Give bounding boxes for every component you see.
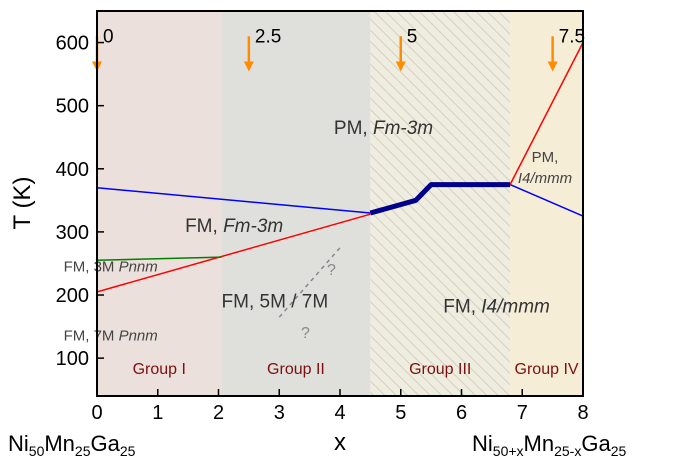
phase-label-fm-7m: FM, 7M Pnnm xyxy=(64,327,158,344)
x-tick-label-8: 8 xyxy=(577,402,588,424)
y-tick-label-400: 400 xyxy=(56,159,89,181)
y-tick-label-600: 600 xyxy=(56,33,89,55)
composition-arrowhead-2 xyxy=(243,61,254,72)
phase-line-2 xyxy=(509,183,583,217)
region-group-2 xyxy=(221,11,371,396)
x-tick-label-4: 4 xyxy=(334,402,345,424)
axis-ticks: 0 1 2 3 4 5 6 7 8 100 200 300 400 500 600 xyxy=(56,33,589,424)
phase-label-fm-5m7m: FM, 5M / 7M xyxy=(222,292,329,313)
y-tick-label-100: 100 xyxy=(56,348,89,370)
phase-lines xyxy=(97,42,583,318)
question-mark-upper: ? xyxy=(327,262,336,279)
pm-tetragonal-label-line2: I4/mmm xyxy=(518,170,572,187)
group-label-3: Group III xyxy=(409,361,471,378)
group-label-4: Group IV xyxy=(515,361,579,378)
composition-label-4: 7.5 xyxy=(559,27,585,48)
x-tick-label-6: 6 xyxy=(456,402,467,424)
phase-label-fm-cubic: FM, Fm-3m xyxy=(185,216,283,237)
y-axis-title: T (K) xyxy=(9,177,36,230)
y-tick-label-300: 300 xyxy=(56,222,89,244)
y-tick-label-500: 500 xyxy=(56,96,89,118)
x-tick-label-7: 7 xyxy=(517,402,528,424)
x-tick-label-2: 2 xyxy=(213,402,224,424)
composition-arrowhead-4 xyxy=(547,61,558,72)
group-label-2: Group II xyxy=(267,361,325,378)
phase-line-5 xyxy=(97,256,222,262)
composition-label-1: 0 xyxy=(103,27,114,48)
group-label-1: Group I xyxy=(133,361,186,378)
phase-line-6 xyxy=(369,182,511,216)
x-tick-label-0: 0 xyxy=(91,402,102,424)
region-group-3 xyxy=(370,11,511,396)
composition-arrowhead-3 xyxy=(395,61,406,72)
phase-line-3 xyxy=(97,213,371,293)
region-group-1 xyxy=(97,11,222,396)
y-tick-label-200: 200 xyxy=(56,285,89,307)
x-tick-label-3: 3 xyxy=(274,402,285,424)
x-tick-label-1: 1 xyxy=(152,402,163,424)
x-tick-label-5: 5 xyxy=(395,402,406,424)
composition-label-2: 2.5 xyxy=(255,27,281,48)
group-regions xyxy=(97,11,583,396)
region-group-4 xyxy=(510,11,583,396)
question-mark-lower: ? xyxy=(301,325,310,342)
phase-label-fm-tetra: FM, I4/mmm xyxy=(443,297,550,318)
phase-label-fm-3m: FM, 3M Pnnm xyxy=(64,259,158,276)
left-compound-label: Ni50Mn25Ga25 xyxy=(8,431,136,459)
right-compound-label: Ni50+xMn25-xGa25 xyxy=(472,431,626,459)
phase-label-pm-cubic: PM, Fm-3m xyxy=(334,118,433,139)
composition-label-3: 5 xyxy=(407,27,418,48)
plot-annotations: Group I Group II Group III Group IV 0 2.5 5 7.5… xyxy=(64,27,585,378)
x-axis-title: x xyxy=(334,429,346,456)
pm-tetragonal-label-line1: PM, xyxy=(532,149,559,166)
phase-line-1 xyxy=(97,186,371,214)
phase-line-4 xyxy=(509,42,583,185)
